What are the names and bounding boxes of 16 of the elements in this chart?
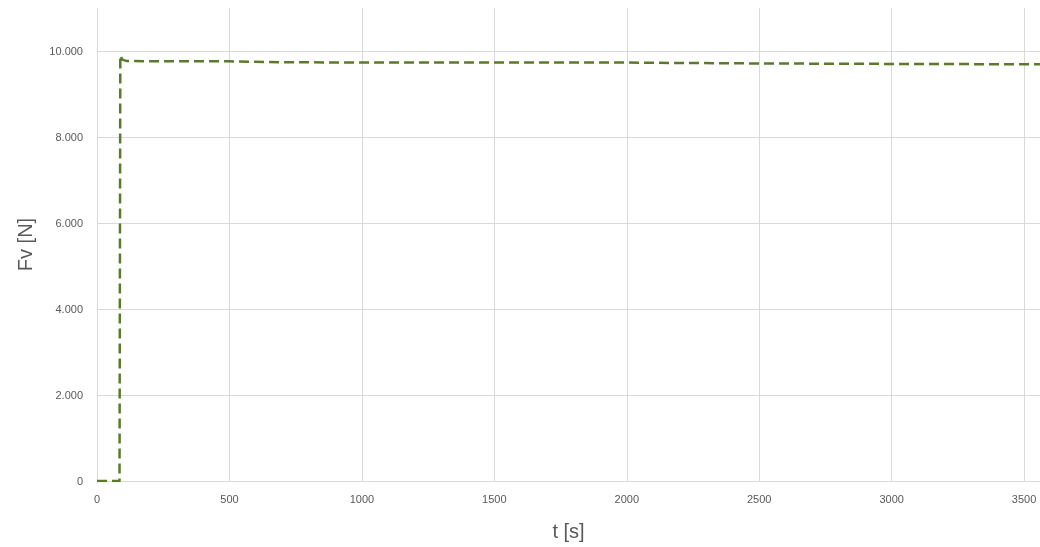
x-tick-label: 3500 [1011, 492, 1037, 505]
x-tick-label: 3000 [879, 492, 904, 505]
x-tick-label: 500 [220, 492, 239, 505]
y-tick-label: 8.000 [55, 131, 83, 143]
y-tick-label: 6.000 [55, 217, 83, 229]
x-tick-label: 2500 [746, 492, 772, 505]
x-tick-label: 1500 [482, 492, 507, 505]
y-tick-label: 10.000 [49, 45, 83, 57]
x-axis-title: t [s] [552, 520, 585, 542]
y-tick-label: 0 [76, 475, 83, 487]
y-axis-title: Fv [N] [14, 217, 36, 272]
x-tick-label: 0 [93, 492, 101, 505]
y-tick-label: 2.000 [55, 389, 83, 401]
x-tick-label: 1000 [349, 492, 375, 505]
x-tick-label: 2000 [614, 492, 640, 505]
y-tick-label: 4.000 [55, 303, 83, 315]
